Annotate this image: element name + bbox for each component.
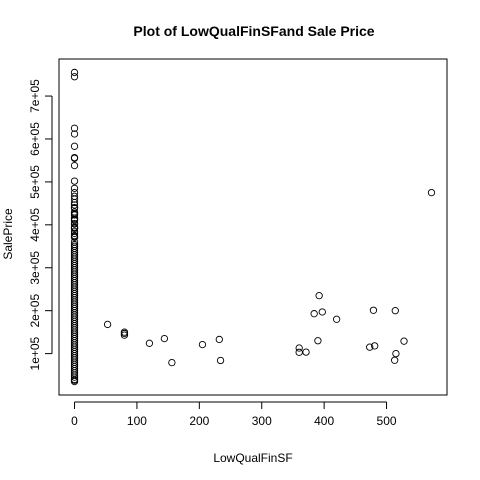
x-tick-label: 100 bbox=[127, 414, 147, 428]
data-point bbox=[371, 342, 379, 350]
data-point bbox=[315, 292, 323, 300]
data-point bbox=[391, 356, 399, 364]
data-point bbox=[160, 334, 169, 343]
data-point bbox=[70, 198, 79, 207]
data-point bbox=[427, 188, 436, 197]
data-point bbox=[70, 177, 79, 185]
data-point bbox=[70, 195, 79, 203]
data-point bbox=[302, 348, 310, 356]
data-point bbox=[70, 68, 79, 77]
data-point bbox=[70, 73, 79, 81]
data-point bbox=[391, 307, 399, 315]
data-point bbox=[70, 229, 79, 238]
data-point bbox=[145, 339, 154, 347]
y-tick-label: 4e+05 bbox=[28, 208, 42, 242]
x-tick-label: 0 bbox=[71, 414, 78, 428]
data-point bbox=[70, 154, 79, 162]
data-point bbox=[70, 124, 79, 132]
data-point bbox=[70, 220, 79, 228]
y-axis: 1e+05 2e+05 3e+05 4e+05 5e+05 6e+05 7e+05 bbox=[28, 79, 53, 370]
plot-frame bbox=[58, 58, 448, 396]
x-tick-label: 400 bbox=[314, 414, 334, 428]
y-axis-label: SalePrice bbox=[1, 208, 15, 260]
data-point bbox=[295, 344, 303, 352]
data-point bbox=[392, 349, 400, 358]
data-point bbox=[70, 184, 79, 192]
x-axis: 0 100 200 300 400 500 bbox=[71, 401, 397, 428]
data-point bbox=[400, 337, 408, 345]
data-point bbox=[366, 343, 374, 351]
y-tick-label: 2e+05 bbox=[28, 294, 42, 328]
data-point bbox=[70, 224, 79, 232]
data-point bbox=[369, 306, 378, 314]
chart-title: Plot of LowQualFinSFand Sale Price bbox=[133, 23, 374, 39]
data-point bbox=[70, 233, 79, 241]
data-point bbox=[216, 356, 225, 365]
data-point bbox=[215, 335, 223, 344]
x-axis-label: LowQualFinSF bbox=[213, 451, 292, 465]
y-tick-label: 5e+05 bbox=[28, 165, 42, 199]
data-point bbox=[103, 320, 112, 329]
data-point bbox=[70, 201, 79, 209]
data-point bbox=[198, 340, 207, 349]
data-point bbox=[168, 358, 176, 367]
data-point bbox=[70, 161, 79, 170]
data-point bbox=[120, 331, 129, 339]
data-point bbox=[314, 337, 322, 345]
y-tick-label: 6e+05 bbox=[28, 122, 42, 156]
data-point bbox=[310, 310, 318, 318]
x-tick-label: 200 bbox=[189, 414, 209, 428]
data-point bbox=[70, 211, 79, 219]
y-tick-label: 1e+05 bbox=[28, 336, 42, 370]
data-point bbox=[70, 377, 79, 386]
data-point bbox=[70, 130, 79, 138]
y-tick-label: 7e+05 bbox=[28, 79, 42, 113]
data-point bbox=[70, 142, 79, 150]
data-point bbox=[70, 373, 79, 381]
y-tick-label: 3e+05 bbox=[28, 251, 42, 285]
data-points bbox=[70, 68, 436, 386]
x-tick-label: 300 bbox=[252, 414, 272, 428]
data-point bbox=[295, 348, 303, 356]
x-tick-label: 500 bbox=[377, 414, 397, 428]
data-point bbox=[318, 308, 326, 316]
data-point bbox=[332, 315, 341, 323]
